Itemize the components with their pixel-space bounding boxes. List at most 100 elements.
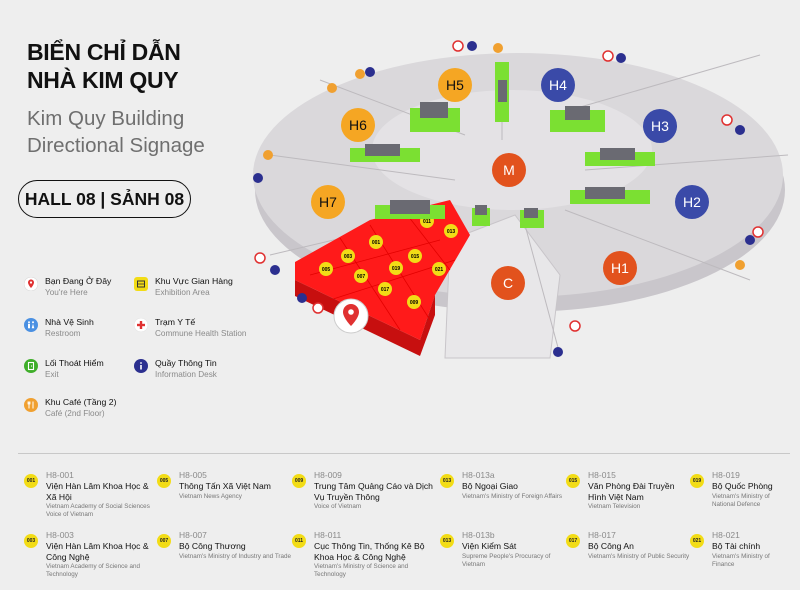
legend-item-information-desk: Quầy Thông Tin Information Desk bbox=[134, 358, 217, 380]
info-icon bbox=[553, 347, 563, 357]
info-icon bbox=[270, 265, 280, 275]
block-h7 bbox=[375, 200, 445, 219]
tenant-item: 011 H8-011 Cục Thông Tin, Thống Kê Bộ Kho… bbox=[292, 530, 439, 579]
info-icon bbox=[253, 173, 263, 183]
info-icon bbox=[297, 293, 307, 303]
tenant-code: H8-013a bbox=[462, 470, 495, 480]
tenant-en: Vietnam's Ministry of Foreign Affairs bbox=[462, 492, 563, 500]
service-blocks bbox=[350, 62, 655, 228]
block-h5 bbox=[410, 102, 460, 132]
tenant-code: H8-009 bbox=[314, 470, 342, 480]
tenant-code: H8-015 bbox=[588, 470, 616, 480]
tenant-name: Trung Tâm Quảng Cáo và Dịch Vụ Truyền Th… bbox=[314, 481, 433, 502]
booth-badge: 013 bbox=[440, 534, 454, 548]
exhibition-zone bbox=[295, 200, 470, 340]
health-station-icon bbox=[721, 114, 733, 126]
tenant-en: Vietnam's Ministry of Finance bbox=[712, 552, 770, 568]
health-station-icon bbox=[569, 320, 581, 332]
tenant-code: H8-001 bbox=[46, 470, 74, 480]
booth-007: 007 bbox=[354, 269, 368, 283]
svg-text:H2: H2 bbox=[683, 194, 701, 210]
floor-map: 001 003 005 007 009 011 013 015 017 019 … bbox=[253, 40, 789, 359]
cafe-icon bbox=[493, 43, 503, 53]
legend-label-en: Commune Health Station bbox=[155, 329, 247, 338]
block-h3 bbox=[585, 148, 655, 166]
tenant-en: Vietnam Television bbox=[588, 503, 641, 510]
legend-label-vi: Nhà Vệ Sinh bbox=[45, 317, 94, 327]
information-desk-icon bbox=[134, 359, 148, 373]
cafe-icon bbox=[735, 260, 745, 270]
legend-label-en: You're Here bbox=[45, 288, 88, 297]
svg-text:003: 003 bbox=[344, 254, 353, 260]
legend-item-exhibition-area: Khu Vực Gian Hàng Exhibition Area bbox=[134, 276, 233, 298]
tenant-name: Bộ Công Thương bbox=[179, 541, 246, 551]
legend-item-you-are-here: Bạn Đang Ở Đây You're Here bbox=[24, 276, 111, 298]
booth-005: 005 bbox=[319, 262, 333, 276]
block-h2 bbox=[570, 187, 650, 204]
tenant-item: 019 H8-019 Bộ Quốc Phòng Vietnam's Ministr… bbox=[690, 470, 792, 509]
svg-text:H6: H6 bbox=[349, 117, 367, 133]
tenant-item: 015 H8-015 Văn Phòng Đài Truyền Hình Việt… bbox=[566, 470, 693, 511]
cafe-icon bbox=[327, 83, 337, 93]
tenant-code: H8-019 bbox=[712, 470, 740, 480]
booth-badge: 007 bbox=[157, 534, 171, 548]
svg-text:H4: H4 bbox=[549, 77, 567, 93]
tenant-name: Viện Hàn Lâm Khoa Học & Xã Hội bbox=[46, 481, 149, 502]
svg-text:H1: H1 bbox=[611, 260, 629, 276]
hall-h2: H2 bbox=[675, 185, 709, 219]
health-station-icon bbox=[312, 302, 324, 314]
tenant-name: Bộ Quốc Phòng bbox=[712, 481, 773, 491]
tenant-en: Voice of Vietnam bbox=[314, 503, 362, 510]
booth-badge: 009 bbox=[292, 474, 306, 488]
tenant-item: 001 H8-001 Viện Hàn Lâm Khoa Học & Xã Hội… bbox=[24, 470, 161, 519]
legend-label-en: Café (2nd Floor) bbox=[45, 409, 105, 418]
svg-text:M: M bbox=[503, 162, 515, 178]
block-h6 bbox=[350, 144, 420, 162]
health-station-icon bbox=[452, 40, 464, 52]
booth-009: 009 bbox=[407, 295, 421, 309]
legend-label-vi: Bạn Đang Ở Đây bbox=[45, 276, 112, 286]
tenant-name: Viện Hàn Lâm Khoa Học & Công Nghệ bbox=[46, 541, 149, 562]
svg-text:C: C bbox=[503, 275, 513, 291]
tenant-code: H8-021 bbox=[712, 530, 740, 540]
svg-text:H7: H7 bbox=[319, 194, 337, 210]
tenant-name: Viện Kiểm Sát bbox=[462, 541, 517, 551]
svg-text:007: 007 bbox=[357, 274, 366, 280]
you-are-here-pin-icon bbox=[24, 277, 38, 291]
booth-badge: 019 bbox=[690, 474, 704, 488]
tenant-item: 009 H8-009 Trung Tâm Quảng Cáo và Dịch Vụ… bbox=[292, 470, 439, 511]
info-icon bbox=[365, 67, 375, 77]
legend-label-en: Exit bbox=[45, 370, 59, 379]
tenant-name: Cục Thông Tin, Thống Kê Bộ Khoa Học & Cô… bbox=[314, 541, 425, 562]
svg-text:H5: H5 bbox=[446, 77, 464, 93]
tenant-item: 003 H8-003 Viện Hàn Lâm Khoa Học & Công N… bbox=[24, 530, 161, 579]
tenant-name: Thông Tấn Xã Việt Nam bbox=[179, 481, 271, 491]
svg-text:021: 021 bbox=[435, 267, 444, 273]
hall-m: M bbox=[492, 153, 526, 187]
tenant-directory: 001 H8-001 Viện Hàn Lâm Khoa Học & Xã Hội… bbox=[24, 470, 794, 590]
block-h4 bbox=[550, 106, 605, 132]
svg-text:001: 001 bbox=[372, 240, 381, 246]
tenant-en: Vietnam Academy of Social Sciences Voice… bbox=[46, 503, 150, 518]
title-en-line-2: Directional Signage bbox=[27, 134, 205, 157]
tenant-code: H8-011 bbox=[314, 530, 342, 540]
hall-badge: HALL 08 | SẢNH 08 bbox=[18, 180, 191, 218]
partition-lines bbox=[269, 54, 789, 356]
booth-badge: 001 bbox=[24, 474, 38, 488]
exit-icon bbox=[24, 359, 38, 373]
info-icon bbox=[467, 41, 477, 51]
tenant-code: H8-013b bbox=[462, 530, 495, 540]
tenant-en: Vietnam News Agency bbox=[179, 492, 242, 500]
divider bbox=[18, 453, 790, 454]
tenant-name: Bộ Ngoại Giao bbox=[462, 481, 518, 491]
title-block: BIỂN CHỈ DẪN NHÀ KIM QUY Kim Quy Buildin… bbox=[27, 38, 247, 159]
hall-h7: H7 bbox=[311, 185, 345, 219]
tenant-en: Supreme People's Procuracy of Vietnam bbox=[462, 552, 551, 568]
amenity-icons bbox=[253, 40, 764, 357]
cafe-icon bbox=[355, 69, 365, 79]
hall-h3: H3 bbox=[643, 109, 677, 143]
hall-h5: H5 bbox=[438, 68, 472, 102]
legend-label-en: Information Desk bbox=[155, 370, 217, 379]
tenant-item: 017 H8-017 Bộ Công An Vietnam's Ministry o… bbox=[566, 530, 693, 561]
info-icon bbox=[616, 53, 626, 63]
